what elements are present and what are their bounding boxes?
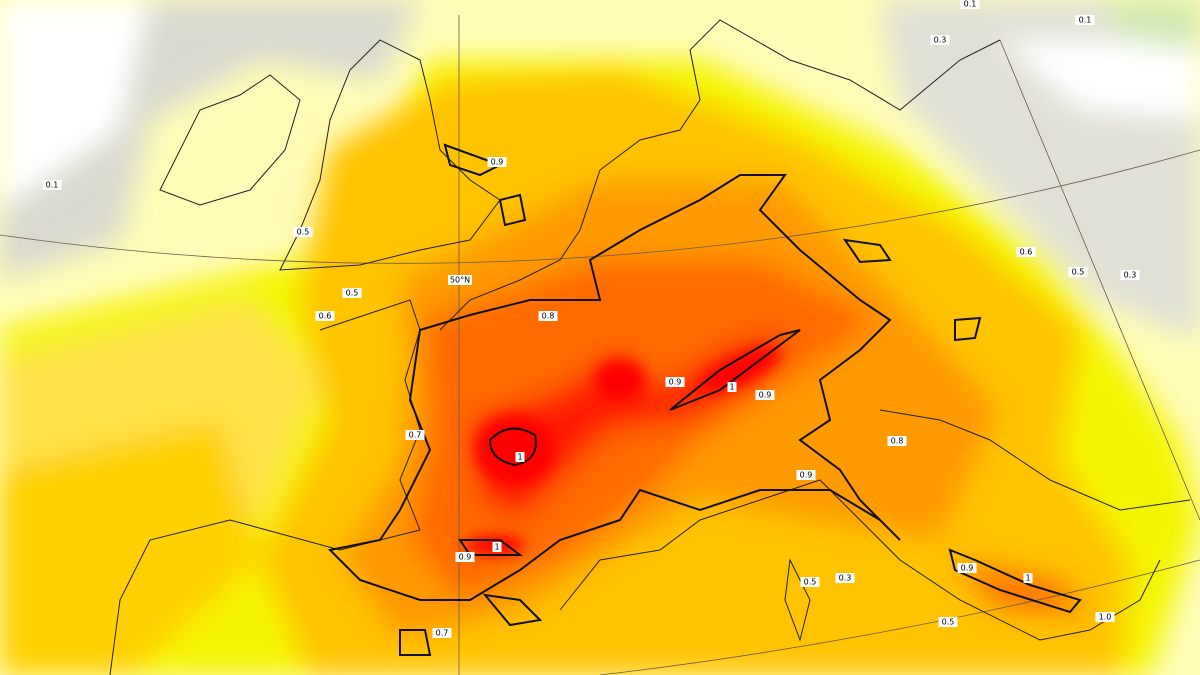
contour-label: 0.3 <box>934 36 947 45</box>
contour-label: 0.1 <box>964 0 977 9</box>
label-background <box>1095 612 1115 622</box>
label-background <box>727 382 737 392</box>
contour-label: 0.8 <box>891 437 904 446</box>
contour-label: 0.5 <box>346 289 359 298</box>
contour-label: 0.1 <box>46 181 59 190</box>
contour-label: 1 <box>1025 574 1030 583</box>
label-background <box>938 617 958 627</box>
label-background <box>448 275 472 285</box>
contour-label: 0.5 <box>804 578 817 587</box>
label-background <box>957 563 977 573</box>
label-background <box>492 542 502 552</box>
label-background <box>432 628 452 638</box>
contour-label: 0.9 <box>459 553 472 562</box>
label-background <box>42 180 62 190</box>
contour-label: 0.9 <box>669 378 682 387</box>
contours <box>327 143 1082 656</box>
contour-label: 0.9 <box>491 158 504 167</box>
label-background <box>755 390 775 400</box>
label-background <box>796 470 816 480</box>
label-background <box>1023 573 1033 583</box>
graticule <box>0 15 1200 675</box>
label-background <box>342 288 362 298</box>
label-background <box>315 311 335 321</box>
contour-label: 1 <box>494 543 499 552</box>
label-background <box>800 577 820 587</box>
contour-label: 0.6 <box>1020 248 1033 257</box>
label-background <box>487 157 507 167</box>
graticule-label: 50°N <box>450 276 470 285</box>
label-background <box>887 436 907 446</box>
contour-label: 0.5 <box>297 228 310 237</box>
contour-label: 0.9 <box>759 391 772 400</box>
contour-label: 0.9 <box>961 564 974 573</box>
contour-labels: 50°N 0.1 0.1 0.1 0.3 0.5 0.5 0.6 0.9 0.8 0.9 1 0.9 1 0… <box>42 0 1140 638</box>
contour-label: 0.3 <box>839 574 852 583</box>
contour-label: 0.8 <box>542 312 555 321</box>
contour-label: 0.3 <box>1124 271 1137 280</box>
label-background <box>455 552 475 562</box>
label-background <box>665 377 685 387</box>
contour-label: 0.5 <box>1072 268 1085 277</box>
contour-label: 0.6 <box>319 312 332 321</box>
label-background <box>835 573 855 583</box>
contour-label: 0.7 <box>409 431 422 440</box>
contour-label: 1.0 <box>1099 613 1112 622</box>
coastlines <box>109 19 1191 675</box>
label-background <box>1120 270 1140 280</box>
label-background <box>960 0 980 9</box>
label-background <box>405 430 425 440</box>
label-background <box>1068 267 1088 277</box>
contour-label: 0.5 <box>942 618 955 627</box>
label-background <box>538 311 558 321</box>
contour-label: 0.9 <box>800 471 813 480</box>
label-background <box>1016 247 1036 257</box>
contour-label: 0.1 <box>1079 16 1092 25</box>
contour-label: 0.7 <box>436 629 449 638</box>
label-background <box>293 227 313 237</box>
label-background <box>515 452 525 462</box>
contour-label: 1 <box>729 383 734 392</box>
label-background <box>1075 15 1095 25</box>
label-background <box>930 35 950 45</box>
contour-label: 1 <box>517 453 522 462</box>
